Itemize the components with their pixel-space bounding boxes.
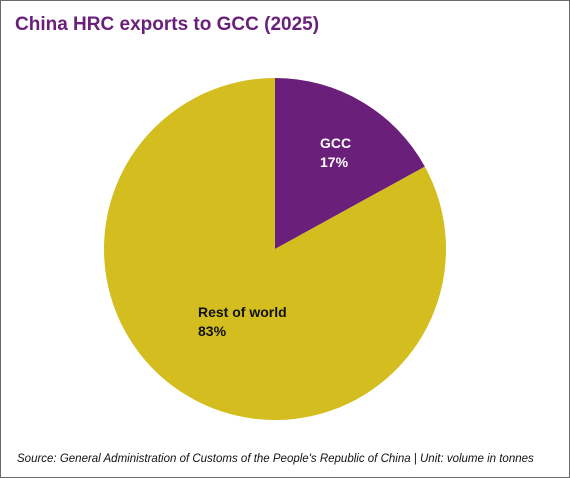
chart-title: China HRC exports to GCC (2025)	[15, 14, 320, 35]
pie-slice-gcc	[275, 78, 425, 249]
pie-slices	[104, 78, 447, 421]
slice-label-gcc: GCC	[320, 135, 351, 151]
source-note: Source: General Administration of Custom…	[17, 453, 534, 465]
pie-labels: GCC 17% Rest of world 83%	[198, 135, 351, 339]
slice-value-rest-of-world: 83%	[198, 323, 227, 339]
slice-label-rest-of-world: Rest of world	[198, 304, 287, 320]
pie-slice-rest-of-world	[104, 78, 447, 421]
slice-value-gcc: 17%	[320, 154, 349, 170]
